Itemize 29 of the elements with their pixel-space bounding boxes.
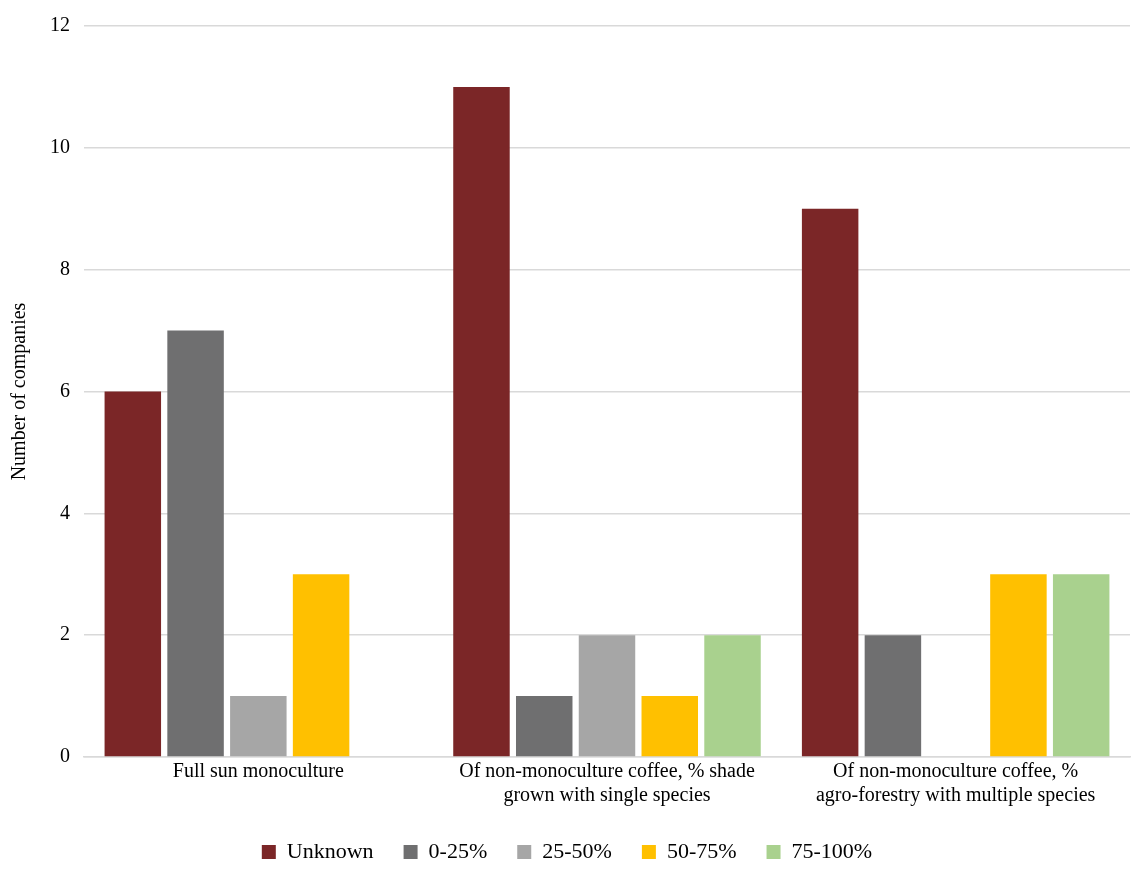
bar	[167, 330, 224, 757]
y-tick-label: 8	[60, 256, 70, 279]
y-axis-title: Number of companies	[7, 302, 31, 481]
bar	[104, 391, 162, 757]
y-tick-label: 10	[50, 135, 70, 158]
legend-label: 50-75%	[666, 837, 737, 863]
bar	[641, 696, 698, 757]
y-tick-label: 6	[60, 378, 70, 401]
bar	[230, 696, 287, 757]
legend-label: 25-50%	[542, 837, 612, 863]
y-tick-label: 0	[60, 744, 70, 767]
legend-label: Unknown	[286, 837, 374, 863]
bar	[578, 635, 636, 757]
bar	[453, 86, 510, 757]
x-tick-label: Of non-monoculture coffee, % shade grown with single species	[459, 759, 755, 807]
bar	[864, 635, 922, 757]
bar	[292, 574, 350, 757]
legend-label: 75-100%	[791, 837, 873, 863]
y-tick-label: 12	[50, 13, 70, 36]
legend-label: 0-25%	[428, 837, 488, 863]
y-tick-label: 2	[60, 622, 70, 645]
x-tick-label: Of non-monoculture coffee, % agro-forestry with multiple species	[815, 759, 1096, 807]
bar	[801, 208, 859, 757]
bar	[990, 574, 1047, 757]
bar	[704, 635, 761, 757]
x-tick-label: Full sun monoculture	[172, 759, 345, 782]
bar	[1052, 574, 1110, 757]
y-tick-label: 4	[60, 500, 70, 523]
bar	[516, 696, 573, 757]
